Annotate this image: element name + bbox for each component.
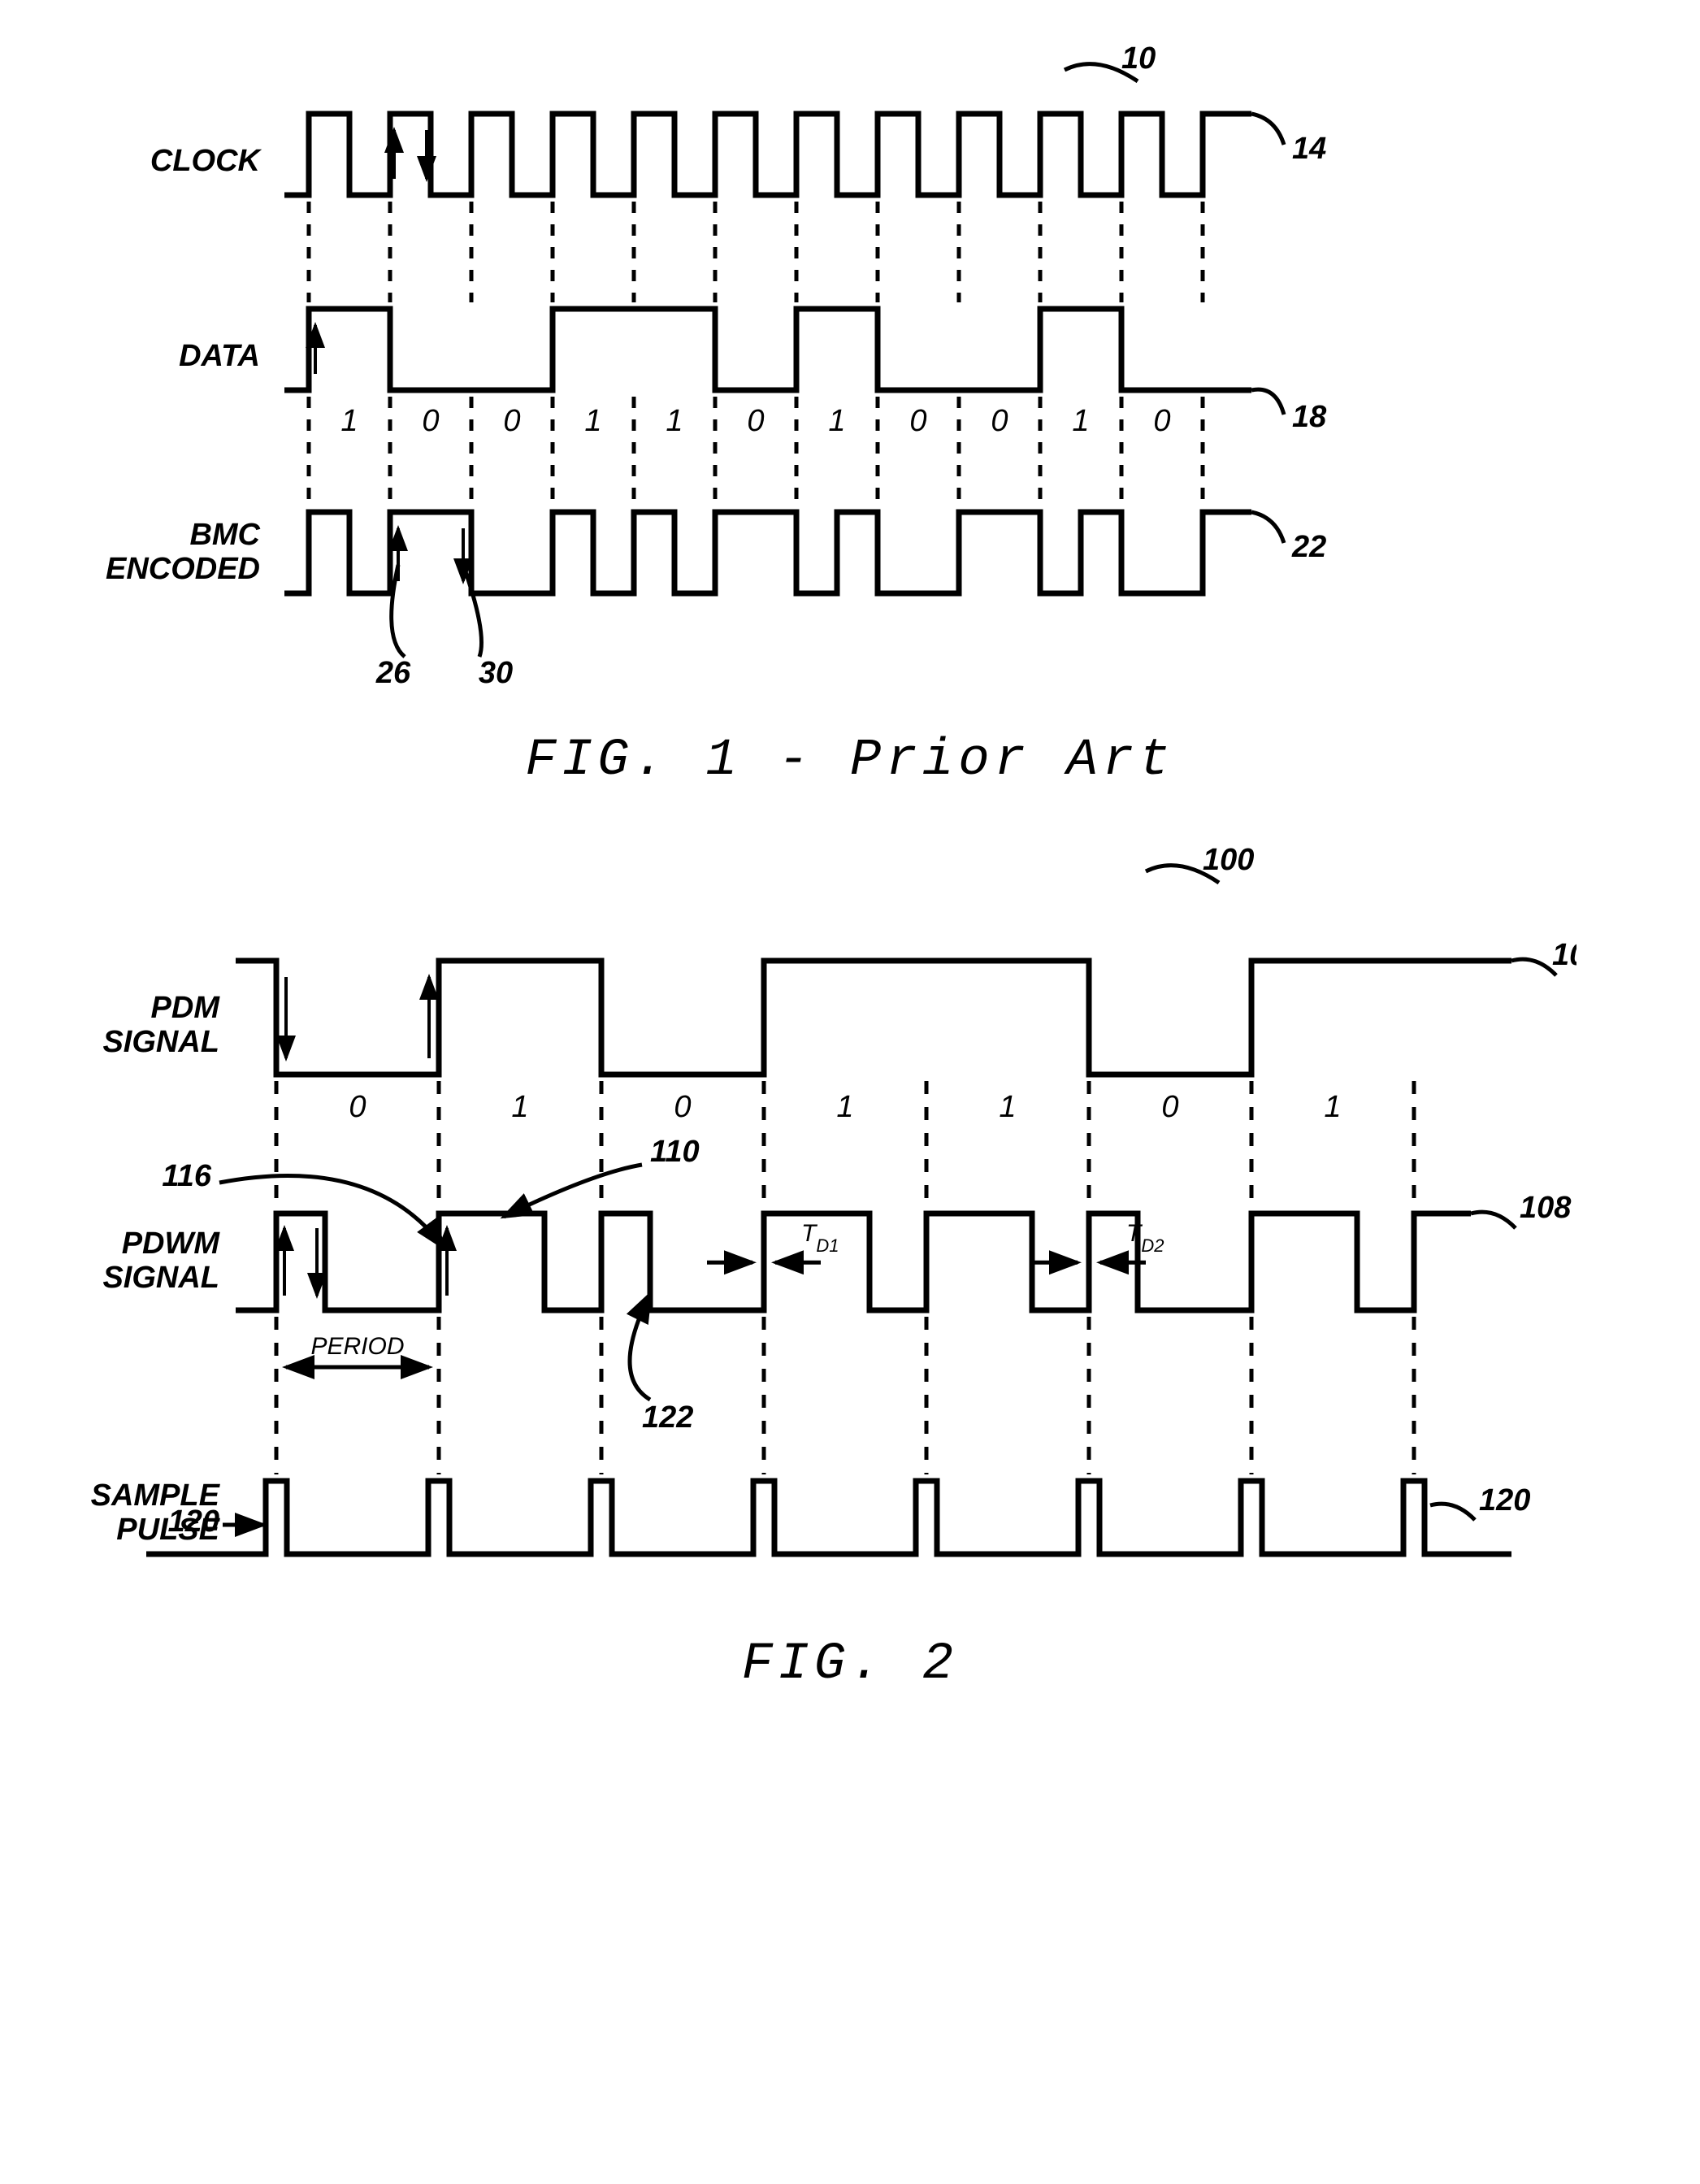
svg-text:1: 1 [511,1090,528,1124]
svg-text:30: 30 [479,656,513,690]
svg-text:14: 14 [1292,132,1326,166]
svg-text:100: 100 [1203,843,1254,877]
svg-text:108: 108 [1520,1191,1572,1225]
svg-text:0: 0 [991,404,1008,438]
svg-text:1: 1 [1072,404,1089,438]
svg-text:1: 1 [584,404,601,438]
svg-text:0: 0 [747,404,764,438]
svg-text:1: 1 [1324,1090,1341,1124]
svg-text:BMCENCODED: BMCENCODED [106,518,261,586]
svg-text:122: 122 [642,1400,693,1435]
svg-text:1: 1 [828,404,845,438]
svg-text:PDWMSIGNAL: PDWMSIGNAL [102,1227,220,1295]
svg-text:0: 0 [674,1090,691,1124]
svg-text:0: 0 [1153,404,1170,438]
svg-text:26: 26 [375,656,411,690]
svg-text:18: 18 [1292,400,1327,434]
svg-text:0: 0 [422,404,439,438]
fig1-caption: FIG. 1 - Prior Art [33,732,1667,790]
svg-text:110: 110 [650,1135,700,1169]
svg-text:CLOCK: CLOCK [150,144,262,178]
svg-text:116: 116 [162,1159,211,1193]
svg-text:120: 120 [1479,1483,1530,1518]
svg-text:1: 1 [340,404,358,438]
svg-text:TD1: TD1 [801,1220,839,1256]
svg-text:0: 0 [909,404,926,438]
svg-text:0: 0 [349,1090,366,1124]
svg-text:1: 1 [999,1090,1016,1124]
svg-text:TD2: TD2 [1126,1220,1164,1256]
svg-text:0: 0 [1161,1090,1178,1124]
svg-text:0: 0 [503,404,520,438]
fig2-caption: FIG. 2 [33,1635,1667,1694]
svg-text:1: 1 [836,1090,853,1124]
svg-text:120: 120 [168,1504,219,1539]
svg-text:104: 104 [1552,938,1576,972]
svg-text:1: 1 [666,404,683,438]
svg-text:PERIOD: PERIOD [310,1333,404,1360]
svg-text:22: 22 [1291,530,1326,564]
figure-2-svg: 0101101PDMSIGNALPDWMSIGNALSAMPLEPULSEPER… [33,839,1576,1603]
figure-1: 10011010010CLOCKDATABMCENCODED1014182226… [33,33,1667,790]
figure-1-svg: 10011010010CLOCKDATABMCENCODED1014182226… [33,33,1576,699]
svg-text:DATA: DATA [179,339,260,373]
figure-2: 0101101PDMSIGNALPDWMSIGNALSAMPLEPULSEPER… [33,839,1667,1694]
svg-text:10: 10 [1121,41,1156,76]
svg-text:PDMSIGNAL: PDMSIGNAL [102,991,220,1059]
